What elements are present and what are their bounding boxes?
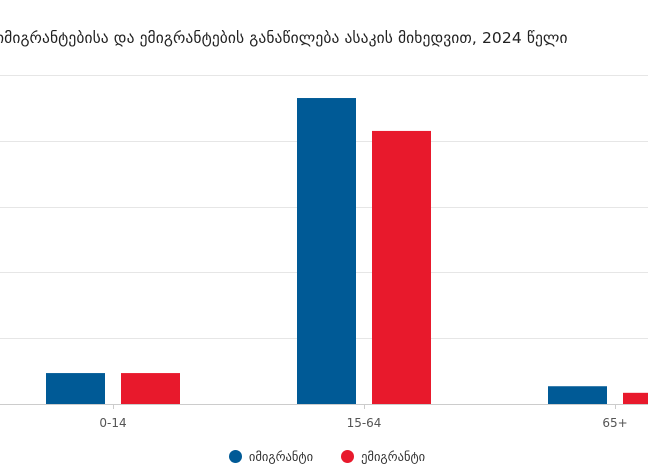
legend-label-emigrant: ემიგრანტი xyxy=(361,449,426,464)
chart-title: იმიგრანტებისა და ემიგრანტების განაწილება… xyxy=(0,29,568,47)
legend-item-immigrant[interactable]: იმიგრანტი xyxy=(223,449,313,464)
legend-marker-immigrant xyxy=(228,450,242,463)
bar-emigrant-15-64[interactable] xyxy=(372,130,431,404)
x-tick-label: 65+ xyxy=(602,416,627,430)
legend-item-emigrant[interactable]: ემიგრანტი xyxy=(335,449,425,464)
legend: იმიგრანტი ემიგრანტი xyxy=(0,449,648,464)
bar-immigrant-15-64[interactable] xyxy=(297,98,356,404)
x-tick-label: 0-14 xyxy=(99,416,126,430)
bars xyxy=(46,98,648,404)
bar-emigrant-65+[interactable] xyxy=(623,392,648,404)
x-axis: 0-14 15-64 65+ xyxy=(99,404,628,430)
bar-emigrant-0-14[interactable] xyxy=(121,373,180,404)
legend-marker-emigrant xyxy=(341,450,355,463)
legend-label-immigrant: იმიგრანტი xyxy=(248,449,314,464)
bar-immigrant-0-14[interactable] xyxy=(46,373,105,404)
x-tick-label: 15-64 xyxy=(347,416,382,430)
bar-immigrant-65+[interactable] xyxy=(548,386,607,404)
